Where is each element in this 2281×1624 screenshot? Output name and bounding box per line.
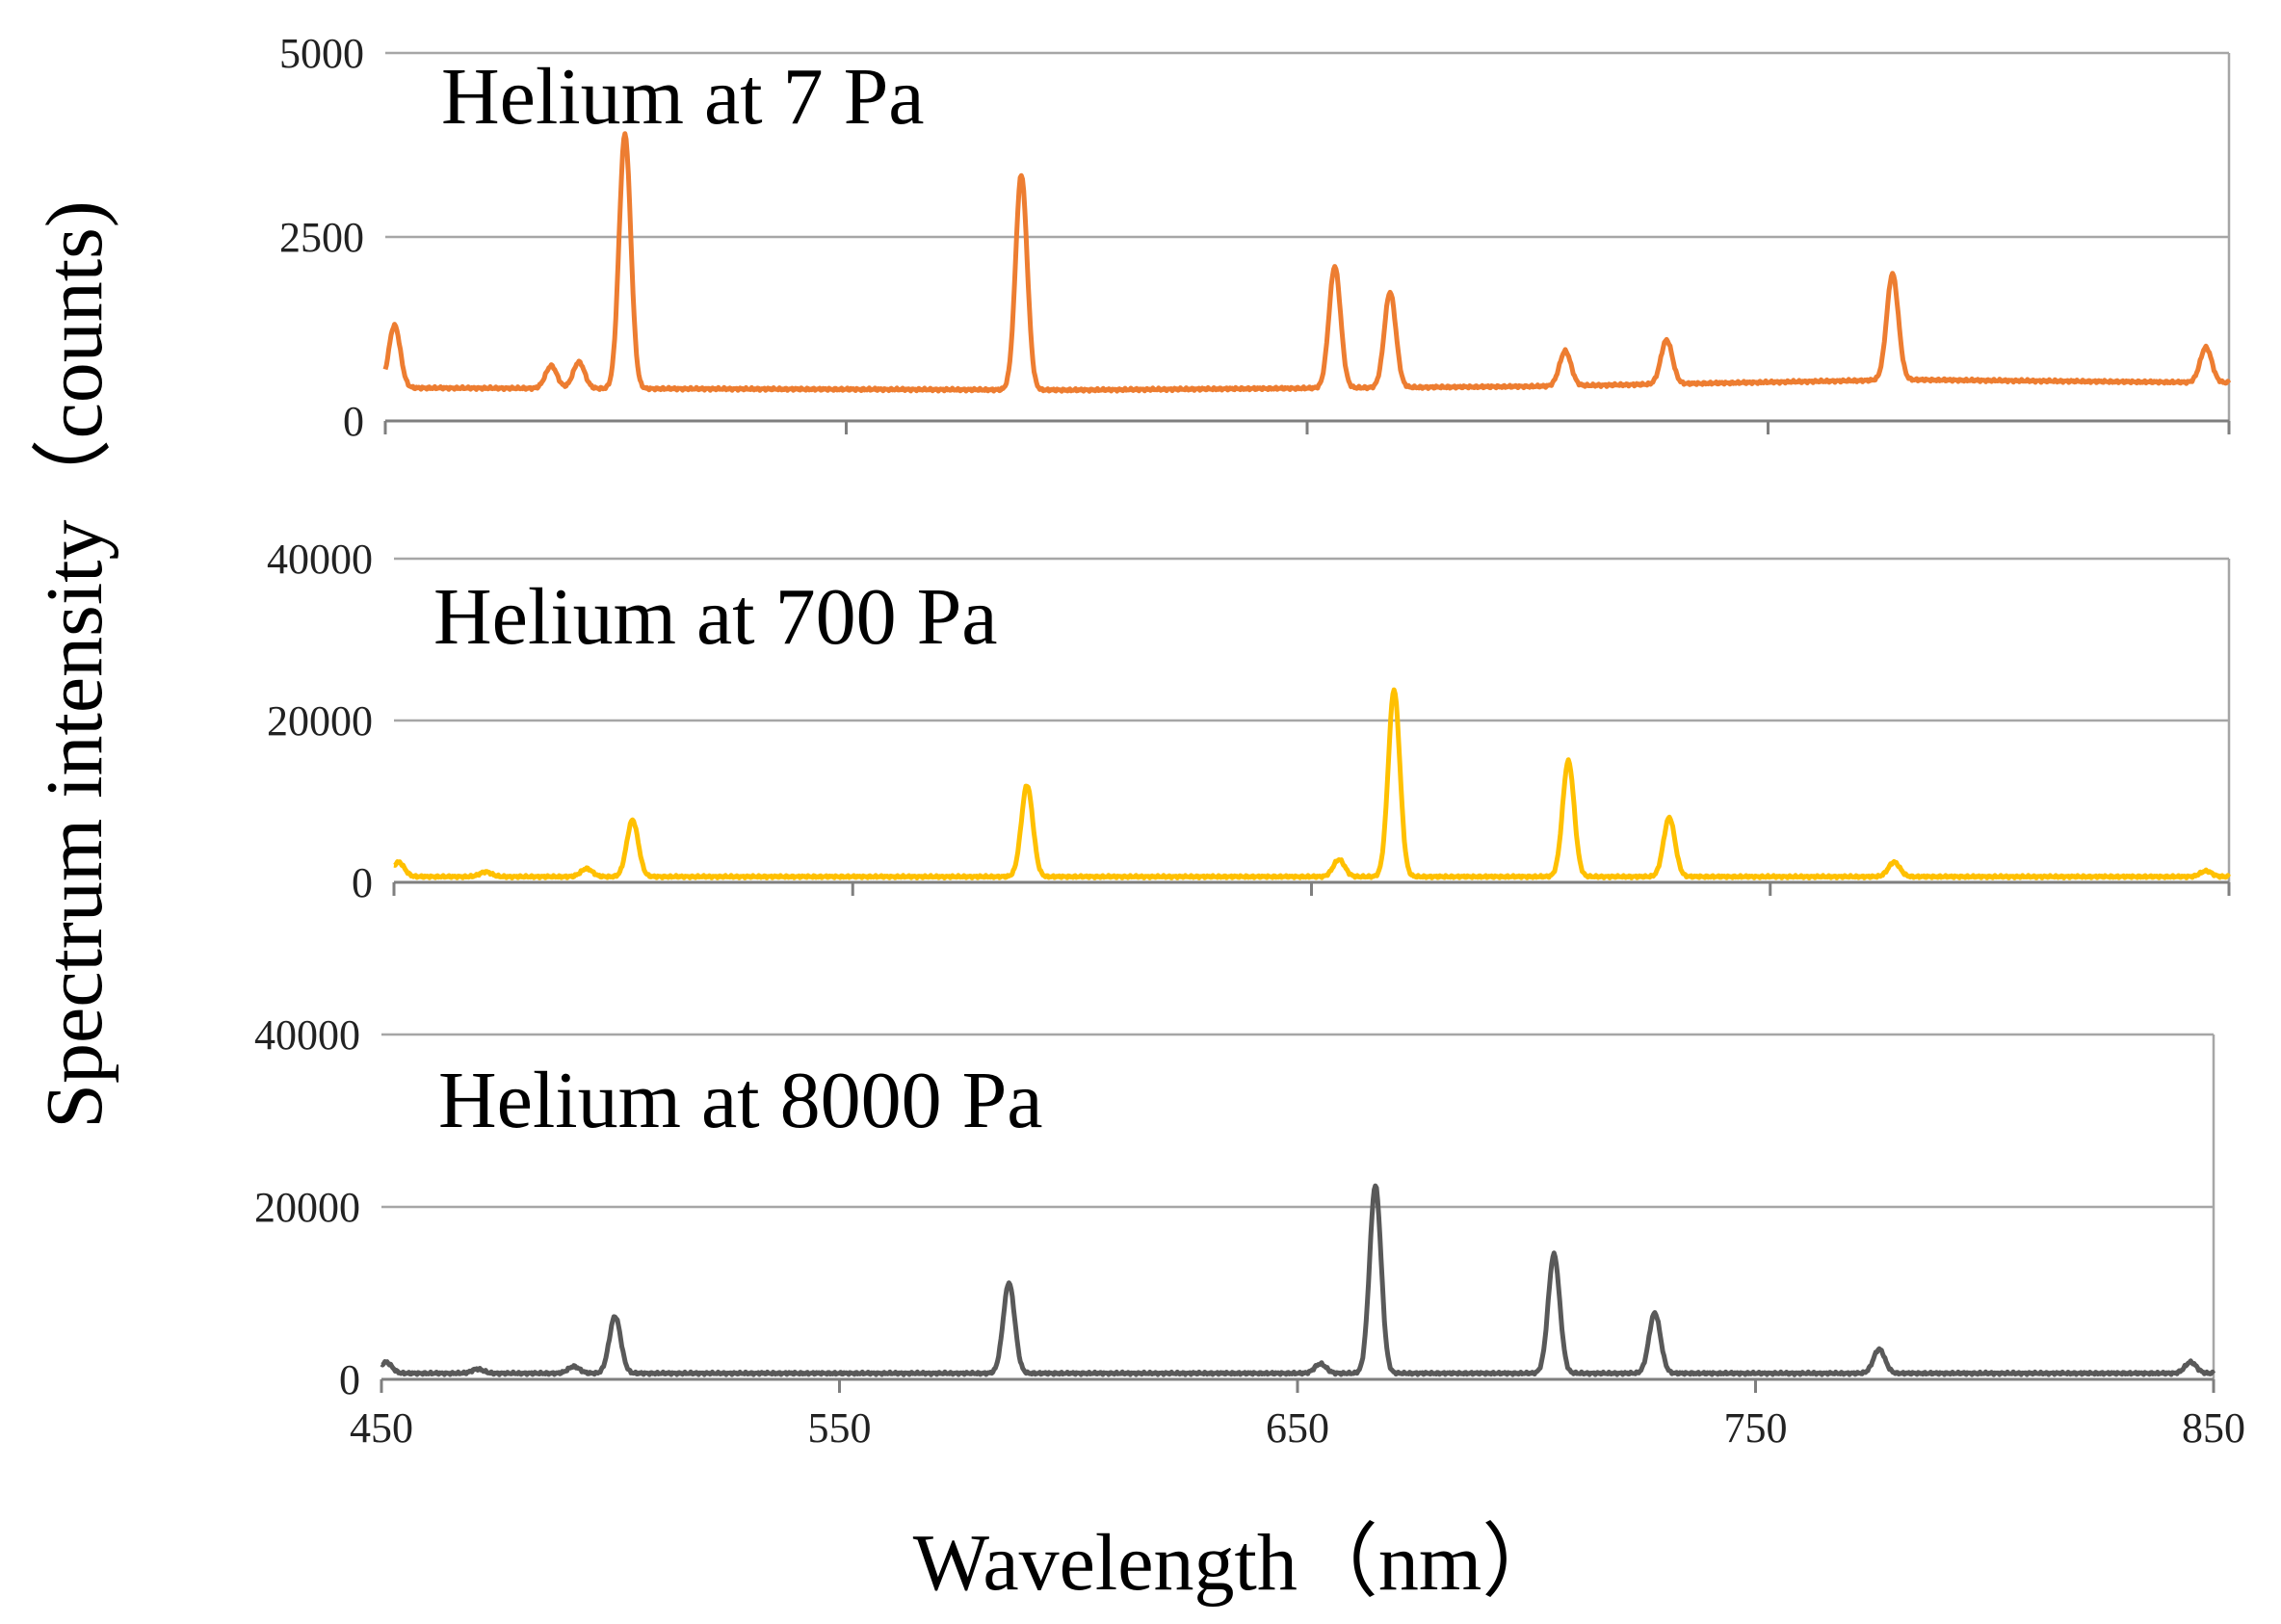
x-axis-label: Wavelength（nm） <box>913 1518 1562 1608</box>
x-tick-label: 550 <box>808 1404 872 1452</box>
panel-annotation: Helium at 7 Pa <box>441 52 925 142</box>
chart-panel-3: 0 20000 40000 450 550 650 750 850 Helium at 8000… <box>254 1011 2245 1452</box>
spectrum-line <box>392 687 2232 880</box>
panel-annotation: Helium at 8000 Pa <box>438 1056 1043 1145</box>
y-tick-label: 0 <box>352 859 373 906</box>
y-tick-label: 0 <box>343 398 364 445</box>
chart-panel-2: 0 20000 40000 Helium at 700 Pa <box>267 536 2232 906</box>
spectrum-line <box>382 131 2232 394</box>
x-tick-label: 850 <box>2182 1404 2245 1452</box>
y-tick-label: 20000 <box>254 1184 360 1231</box>
panel-annotation: Helium at 700 Pa <box>433 572 998 662</box>
y-tick-label: 0 <box>339 1356 360 1403</box>
x-tick-label: 450 <box>350 1404 413 1452</box>
x-tick-label: 650 <box>1266 1404 1329 1452</box>
y-tick-label: 2500 <box>279 214 364 261</box>
y-tick-label: 5000 <box>279 30 364 77</box>
y-tick-label: 40000 <box>267 536 373 583</box>
spectrum-line <box>380 1183 2216 1377</box>
y-axis-label: Spectrum intensity（counts) <box>30 200 119 1129</box>
y-tick-label: 20000 <box>267 697 373 745</box>
y-tick-label: 40000 <box>254 1011 360 1059</box>
chart-panel-1: 0 2500 5000 Helium at 7 Pa <box>279 30 2232 445</box>
x-tick-label: 750 <box>1724 1404 1788 1452</box>
